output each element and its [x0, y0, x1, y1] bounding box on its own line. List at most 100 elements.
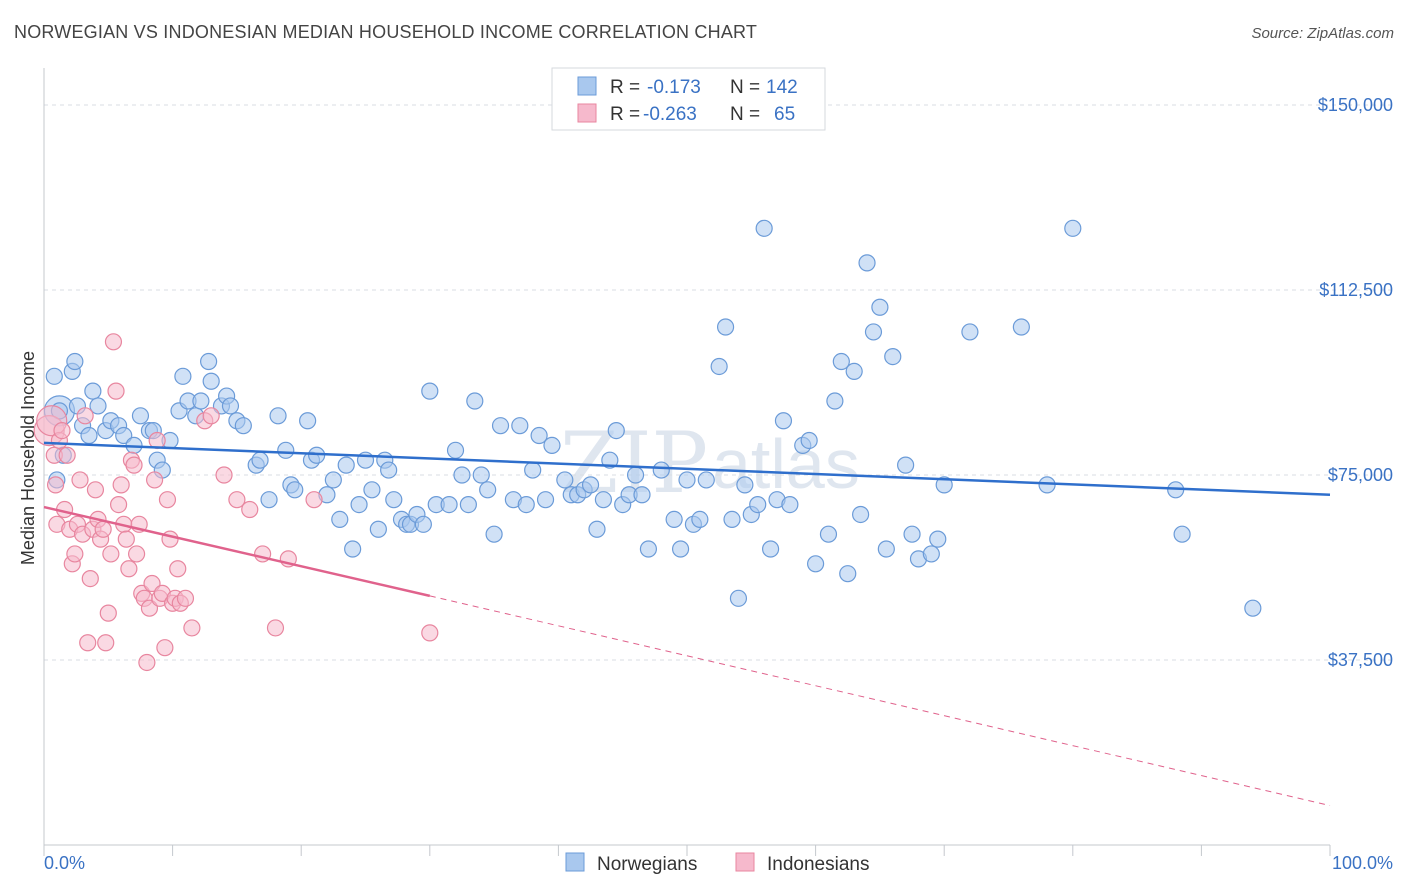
grid-lines: [44, 104, 1393, 661]
legend-r-value-2: -0.263: [643, 104, 697, 125]
indonesian-point: [112, 476, 130, 494]
indonesian-point: [169, 560, 187, 578]
y-tick-label-1: $112,500: [1319, 280, 1393, 300]
trend-lines: [43, 441, 1331, 807]
norwegian-point: [652, 461, 670, 479]
norwegian-point: [858, 254, 876, 272]
indonesian-point: [58, 446, 76, 464]
indonesian-point: [109, 496, 128, 514]
indonesian-point: [46, 476, 65, 494]
chart-source: Source: ZipAtlas.com: [1251, 25, 1394, 42]
bottom-legend-swatch-norwegians: [565, 852, 585, 872]
norwegian-point: [192, 392, 210, 410]
norwegian-point: [884, 348, 902, 366]
norwegian-point: [832, 352, 850, 371]
norwegian-point: [524, 461, 542, 479]
norwegian-point: [479, 481, 497, 499]
norwegian-point: [331, 510, 349, 529]
indonesian-trend-line: [43, 505, 431, 598]
norwegian-point: [1244, 599, 1262, 617]
norwegian-point: [819, 525, 838, 543]
legend-n-label-2: N =: [730, 104, 760, 125]
legend-swatch-indonesians: [577, 103, 597, 123]
norwegian-point: [781, 496, 799, 514]
norwegian-point: [491, 417, 510, 435]
norwegian-point: [485, 525, 503, 543]
norwegian-point: [200, 352, 218, 371]
norwegian-point: [517, 496, 535, 514]
indonesian-point: [138, 653, 156, 672]
norwegian-point: [286, 481, 304, 499]
norwegian-point: [607, 422, 625, 440]
norwegian-point: [736, 476, 754, 494]
norwegian-point: [691, 510, 709, 529]
norwegian-point: [277, 441, 295, 459]
norwegian-point: [363, 481, 381, 499]
norwegian-point: [84, 382, 102, 400]
indonesian-point: [125, 456, 143, 474]
indonesian-point: [215, 466, 233, 484]
y-tick-labels: $150,000 $112,500 $75,000 $37,500: [1318, 95, 1393, 670]
norwegian-point: [251, 451, 269, 469]
norwegian-point: [466, 392, 484, 410]
indonesian-point: [158, 491, 177, 509]
indonesian-point: [176, 589, 195, 607]
indonesian-point: [266, 619, 285, 637]
legend-r-value-1: -0.173: [647, 77, 701, 98]
norwegian-point: [852, 505, 870, 524]
norwegian-point: [350, 496, 368, 514]
norwegian-point: [665, 510, 683, 529]
legend-r-label-2: R =: [610, 104, 640, 125]
norwegian-point: [131, 407, 150, 425]
norwegian-point: [1173, 525, 1191, 543]
norwegian-point: [639, 540, 658, 558]
norwegian-point: [202, 372, 220, 390]
legend-swatch-norwegians: [577, 76, 597, 96]
norwegian-point: [344, 540, 362, 558]
norwegian-point: [440, 496, 458, 514]
norwegian-point: [446, 441, 465, 459]
norwegian-point: [80, 426, 98, 445]
norwegian-point: [380, 461, 398, 479]
norwegian-point: [260, 491, 278, 509]
norwegian-point: [556, 471, 574, 489]
norwegian-point: [723, 510, 741, 529]
norwegian-point: [221, 397, 240, 415]
norwegian-point: [536, 491, 555, 509]
norwegian-point: [459, 496, 477, 514]
indonesian-point: [71, 471, 89, 489]
indonesian-point: [97, 634, 115, 652]
norwegian-point: [749, 496, 767, 514]
indonesian-point: [86, 481, 105, 499]
y-axis-title: Median Household Income: [18, 351, 38, 565]
norwegian-point: [269, 407, 287, 425]
norwegian-point: [800, 431, 818, 450]
indonesian-trend-extension: [429, 595, 1331, 807]
indonesian-point: [102, 545, 120, 563]
norwegian-point: [806, 555, 825, 573]
x-tick-label-min: 0.0%: [44, 853, 85, 873]
norwegian-point: [1038, 476, 1056, 494]
indonesian-point: [305, 491, 323, 509]
norwegian-point: [299, 412, 317, 430]
bottom-legend: Norwegians Indonesians: [565, 852, 869, 875]
indonesian-point: [241, 500, 259, 519]
norwegian-trend-line: [43, 441, 1331, 496]
norwegian-point: [234, 417, 252, 435]
norwegian-point: [45, 367, 63, 385]
norwegian-point: [839, 565, 857, 583]
norwegian-point: [633, 486, 651, 504]
norwegians-points: [43, 219, 1262, 617]
indonesian-point: [107, 382, 125, 400]
norwegian-point: [369, 520, 387, 538]
indonesian-point: [228, 491, 246, 509]
indonesian-point: [66, 545, 84, 563]
legend-r-label-1: R =: [610, 77, 640, 98]
norwegian-point: [588, 520, 606, 538]
norwegian-point: [755, 219, 773, 237]
norwegian-point: [845, 362, 863, 380]
norwegian-point: [421, 382, 439, 400]
norwegian-point: [511, 417, 529, 435]
norwegian-point: [1064, 219, 1082, 237]
